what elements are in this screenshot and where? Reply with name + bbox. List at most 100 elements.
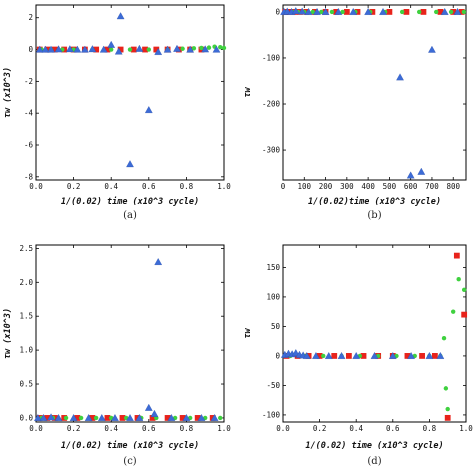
chart-panel: 0.0 0.2 0.4 0.6 0.8 1.0 0.0 0.5 1.0 1.5 2.0 2.5 1/(0… (3, 244, 231, 467)
data-point-square (179, 415, 186, 421)
data-point-square (104, 46, 111, 53)
data-point-circle (321, 353, 326, 359)
y-tick-label: 2.0 (19, 278, 33, 287)
y-axis-label: τw (x10^3) (3, 67, 13, 118)
data-point-square (420, 9, 427, 15)
data-point-square (74, 415, 81, 421)
y-tick-label: -4 (24, 109, 34, 118)
x-tick-label: 0.6 (142, 424, 156, 433)
data-point-triangle (111, 414, 119, 421)
data-point-circle (191, 46, 197, 51)
data-point-circle (319, 9, 324, 15)
data-point-triangle (352, 352, 361, 359)
data-point-circle (221, 45, 227, 51)
x-tick-label: 600 (404, 182, 418, 191)
data-point-triangle (291, 7, 300, 15)
data-point-circle (78, 415, 84, 421)
data-point-triangle (298, 7, 307, 15)
data-point-triangle (99, 45, 108, 53)
data-point-triangle (436, 352, 445, 359)
x-tick-label: 200 (319, 182, 333, 191)
y-tick-label: 100 (266, 292, 280, 301)
data-point-square (119, 415, 126, 421)
data-point-triangle (312, 352, 320, 359)
data-point-triangle (65, 45, 74, 53)
data-point-triangle (302, 352, 311, 359)
data-point-circle (180, 46, 185, 51)
x-tick-label: 1.0 (217, 424, 231, 433)
data-point-triangle (364, 7, 372, 15)
x-axis-label: 1/(0.02)time (x10^3 cycle) (308, 196, 441, 207)
x-tick-label: 0.4 (104, 424, 118, 433)
panel-caption: (b) (367, 210, 381, 221)
data-point-triangle (154, 258, 163, 265)
data-point-circle (127, 47, 133, 52)
data-point-triangle (324, 352, 333, 359)
y-tick-label: 0.0 (19, 413, 33, 422)
data-point-triangle (39, 414, 48, 421)
data-point-triangle (34, 414, 42, 421)
data-point-triangle (201, 45, 210, 53)
panel-caption: (a) (123, 210, 137, 221)
data-point-triangle (210, 414, 219, 421)
data-point-triangle (417, 167, 426, 175)
data-point-triangle (370, 352, 379, 359)
plot-frame (282, 244, 467, 423)
data-point-triangle (73, 45, 82, 53)
data-point-circle (416, 9, 422, 15)
x-tick-label: 700 (425, 182, 439, 191)
data-point-square (403, 9, 410, 15)
data-point-triangle (349, 7, 358, 15)
chart-panel: 0 100 200 300 400 500 600 700 800 -300 -200 -100 0 1/… (243, 4, 467, 221)
data-point-square (453, 252, 460, 259)
x-tick-label: 500 (383, 182, 397, 191)
data-point-triangle (167, 414, 176, 421)
data-point-triangle (84, 414, 93, 421)
panel-caption: (d) (367, 456, 381, 467)
x-tick-label: 100 (298, 182, 312, 191)
data-point-square (331, 353, 338, 359)
data-point-triangle (47, 413, 55, 421)
data-point-triangle (69, 414, 78, 421)
data-point-triangle (150, 409, 159, 417)
data-point-circle (441, 336, 447, 341)
x-tick-label: 0.0 (29, 424, 43, 433)
x-tick-label: 0.0 (276, 424, 290, 433)
data-point-square (149, 415, 156, 421)
data-point-circle (109, 47, 114, 52)
data-point-triangle (212, 45, 221, 53)
y-tick-label: -100 (262, 53, 281, 62)
data-point-square (142, 46, 148, 53)
data-point-square (431, 353, 438, 359)
data-point-circle (63, 415, 69, 421)
x-tick-label: 0.6 (142, 182, 156, 191)
data-point-triangle (88, 45, 97, 53)
y-tick-label: 2.5 (19, 244, 33, 253)
data-point-square (153, 46, 160, 53)
data-point-circle (206, 45, 212, 50)
x-tick-label: 0.0 (29, 182, 43, 191)
x-tick-label: 800 (446, 182, 460, 191)
data-point-circle (218, 415, 223, 421)
data-point-circle (434, 9, 439, 15)
y-tick-label: 150 (266, 263, 280, 272)
data-point-square (444, 414, 451, 421)
y-tick-label: -2 (24, 77, 33, 86)
data-point-triangle (197, 414, 206, 421)
x-tick-label: 0.8 (423, 424, 437, 433)
x-tick-label: 0.8 (180, 424, 194, 433)
y-tick-label: 50 (271, 322, 281, 331)
data-point-square (164, 415, 171, 421)
y-tick-label: 0.5 (19, 380, 33, 389)
data-point-triangle (97, 414, 106, 421)
data-point-square (345, 353, 352, 359)
y-tick-label: 0 (275, 7, 280, 16)
y-tick-label: 1.5 (19, 312, 33, 321)
data-point-square (130, 46, 137, 53)
data-point-triangle (182, 414, 191, 421)
y-tick-label: -50 (266, 381, 280, 390)
y-tick-label: 1.0 (19, 346, 33, 355)
y-tick-label: -8 (24, 172, 34, 181)
data-point-square (419, 353, 425, 359)
data-point-triangle (126, 160, 134, 168)
